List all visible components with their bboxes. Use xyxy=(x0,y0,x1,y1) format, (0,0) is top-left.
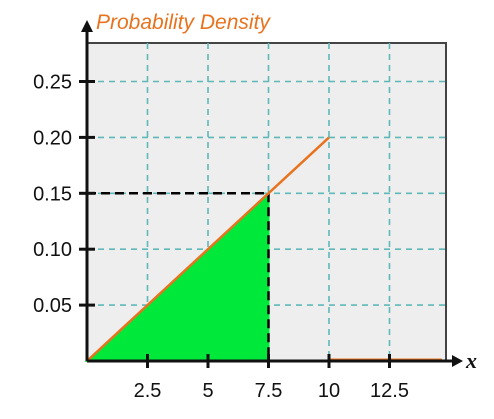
chart-title: Probability Density xyxy=(96,11,271,34)
y-tick-label-0: 0.05 xyxy=(33,295,72,317)
reference-lines xyxy=(87,192,270,361)
axes xyxy=(79,20,463,368)
x-axis-arrow xyxy=(452,355,463,367)
y-axis-arrow xyxy=(81,20,93,32)
density-line-rising xyxy=(86,136,330,362)
x-tick-label-4: 12.5 xyxy=(370,380,409,402)
x-tick-label-0: 2.5 xyxy=(134,380,162,402)
y-tick-label-1: 0.10 xyxy=(33,239,72,261)
x-tick-label-3: 10 xyxy=(318,380,340,402)
y-tick-label-2: 0.15 xyxy=(33,183,72,205)
y-tick-label-4: 0.25 xyxy=(33,72,72,94)
x-tick-label-1: 5 xyxy=(202,380,213,402)
x-tick-label-2: 7.5 xyxy=(255,380,283,402)
tick-labels: 2.5 5 7.5 10 12.5 0.05 0.10 0.15 0.20 0.25 xyxy=(33,72,409,403)
x-axis-label: x xyxy=(465,348,477,373)
y-tick-label-3: 0.20 xyxy=(33,127,72,149)
